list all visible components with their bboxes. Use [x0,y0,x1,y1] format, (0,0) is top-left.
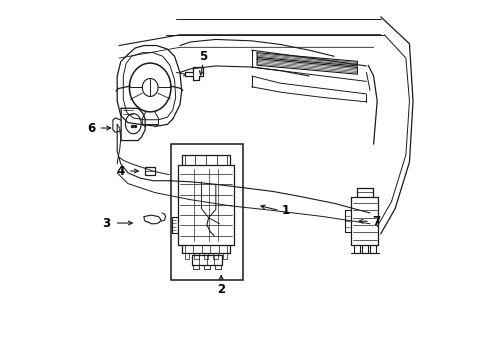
Text: 3: 3 [102,216,110,230]
Bar [213,253,217,259]
Text: 5: 5 [199,50,207,63]
Bar [222,253,226,259]
Text: 7: 7 [372,215,380,228]
Text: 4: 4 [117,165,124,177]
Text: 6: 6 [87,122,95,135]
Bar [203,253,208,259]
Text: 2: 2 [217,283,225,296]
Bar [184,253,189,259]
Bar [144,167,155,175]
Bar [194,253,198,259]
Text: 1: 1 [281,204,289,217]
Bar [171,144,242,280]
